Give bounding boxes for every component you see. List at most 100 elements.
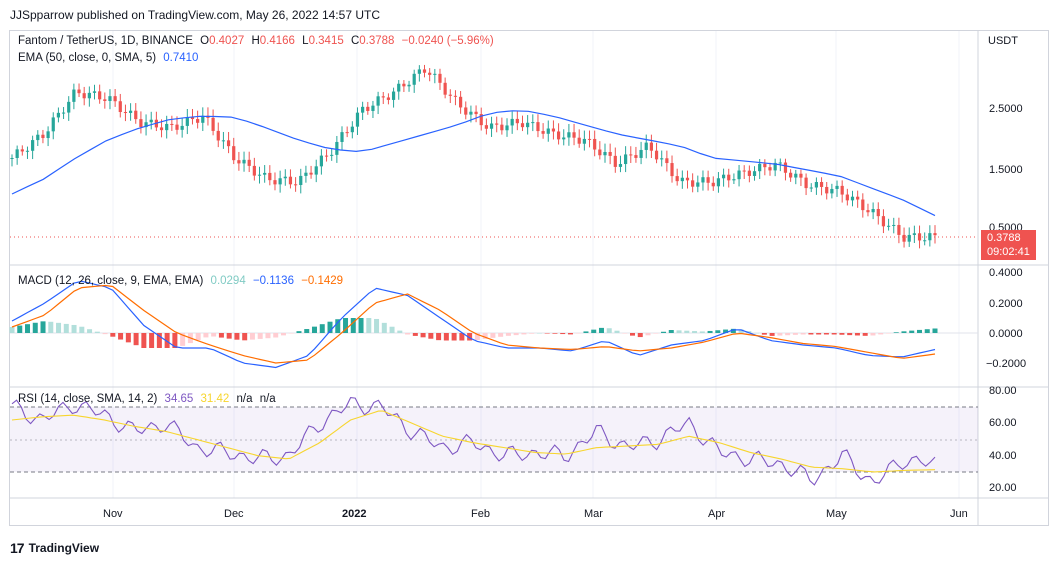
macd-hist-bar (56, 322, 62, 333)
candle-body (706, 177, 710, 183)
candle-body (134, 110, 138, 120)
macd-hist-bar (901, 331, 907, 333)
candle-body (923, 240, 927, 242)
candle-body (355, 112, 360, 127)
macd-hist-bar (862, 333, 868, 336)
candle-body (128, 110, 133, 113)
macd-hist-bar (412, 333, 418, 336)
candle-body (639, 149, 643, 158)
candle-body (520, 123, 525, 128)
macd-hist-bar (443, 333, 449, 341)
macd-hist-bar (676, 330, 682, 333)
rsi-label[interactable]: RSI (14, close, SMA, 14, 2) (18, 393, 158, 405)
macd-hist-bar (692, 331, 698, 333)
candle-body (634, 155, 638, 158)
candle-body (773, 162, 777, 171)
macd-tick: −0.2000 (986, 358, 1027, 370)
time-label: Apr (708, 508, 726, 520)
candle-body (685, 177, 690, 181)
main-legend[interactable]: Fantom / TetherUS, 1D, BINANCE O0.4027 H… (18, 35, 498, 47)
candle-body (10, 158, 14, 159)
candle-body (624, 154, 628, 165)
macd-hist-bar (63, 323, 69, 333)
candle-body (840, 185, 844, 195)
candle-body (716, 178, 721, 187)
candle-body (886, 225, 891, 227)
tradingview-logo-icon: 17 (10, 540, 25, 556)
macd-hist-bar (924, 329, 930, 333)
macd-histogram (9, 318, 938, 348)
rsi-sma-value: 31.42 (200, 393, 230, 405)
candle-body (201, 115, 205, 123)
macd-hist-bar (203, 333, 209, 338)
time-label: 2022 (342, 508, 367, 520)
candle-body (541, 131, 545, 134)
candle-body (881, 216, 886, 227)
macd-hist-bar (451, 333, 457, 341)
candle-body (701, 177, 705, 183)
macd-hist-bar (311, 326, 317, 333)
candle-body (794, 173, 798, 178)
macd-hist-bar (280, 333, 286, 336)
candle-body (825, 186, 829, 194)
candle-body (835, 185, 839, 189)
macd-hist-bar (25, 324, 31, 333)
macd-hist-bar (715, 330, 721, 333)
macd-hist-bar (808, 333, 814, 335)
countdown-timer: 09:02:41 (987, 246, 1030, 258)
macd-hist-bar (234, 333, 240, 340)
candle-body (98, 91, 102, 100)
chart-frame[interactable] (9, 30, 1049, 526)
macd-hist-bar (319, 324, 325, 333)
ohlc-change: −0.0240 (−5.96%) (401, 35, 494, 47)
macd-hist-bar (156, 333, 162, 348)
macd-hist-bar (622, 333, 628, 334)
candle-body (417, 69, 421, 74)
macd-label[interactable]: MACD (12, 26, close, 9, EMA, EMA) (18, 275, 204, 287)
candle-body (46, 131, 50, 139)
candle-body (783, 162, 788, 173)
macd-hist-bar (723, 329, 729, 333)
time-label: Jun (950, 508, 968, 520)
candle-body (51, 117, 55, 132)
candle-body (350, 126, 354, 133)
rsi-tick: 40.00 (989, 450, 1017, 462)
candle-body (170, 123, 174, 125)
rsi-na-1: n/a (236, 393, 253, 405)
candle-body (185, 117, 189, 126)
macd-hist-bar (436, 333, 442, 341)
rsi-legend[interactable]: RSI (14, close, SMA, 14, 2) 34.65 31.42 … (18, 393, 280, 405)
time-label: Nov (103, 508, 123, 520)
macd-hist-bar (249, 333, 255, 340)
candle-body (665, 158, 669, 164)
candle-body (221, 140, 226, 142)
candle-body (861, 199, 865, 211)
macd-hist-bar (149, 333, 155, 348)
macd-hist-bar (428, 333, 434, 339)
candle-body (871, 209, 875, 213)
candle-body (453, 95, 458, 97)
candle-body (577, 137, 581, 144)
macd-line (11, 280, 936, 369)
candle-body (309, 172, 313, 175)
candle-body (82, 93, 86, 99)
ema-legend[interactable]: EMA (50, close, 0, SMA, 5) 0.7410 (18, 52, 202, 64)
candle-body (654, 150, 659, 160)
macd-hist-bar (668, 330, 674, 333)
footer-brand[interactable]: 17 TradingView (10, 540, 99, 556)
macd-hist-bar (916, 329, 922, 333)
macd-legend[interactable]: MACD (12, 26, close, 9, EMA, EMA) 0.0294… (18, 275, 347, 287)
candle-body (876, 209, 880, 217)
macd-hist-bar (273, 333, 279, 338)
macd-hist-bar (265, 333, 271, 339)
currency-label: USDT (988, 35, 1018, 47)
ema-label[interactable]: EMA (50, close, 0, SMA, 5) (18, 52, 157, 64)
macd-hist-bar (932, 328, 938, 333)
candle-body (149, 119, 153, 123)
candle-body (108, 96, 112, 101)
last-price-tag: 0.3788 09:02:41 (981, 230, 1036, 260)
macd-hist-bar (909, 330, 915, 333)
symbol-label[interactable]: Fantom / TetherUS, 1D, BINANCE (18, 35, 193, 47)
candle-body (721, 174, 726, 179)
